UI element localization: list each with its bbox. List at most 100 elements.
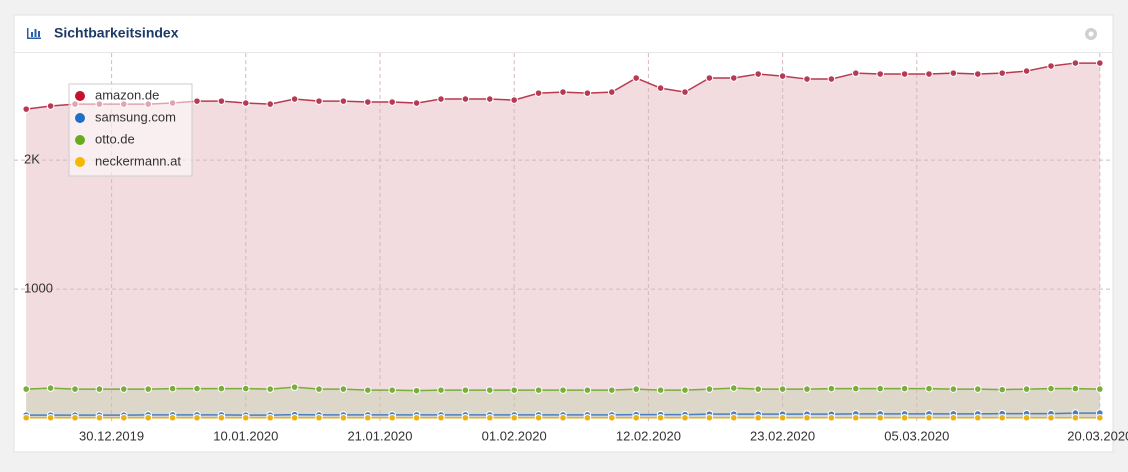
data-point <box>559 88 567 96</box>
data-point <box>632 413 641 422</box>
header-title: Sichtbarkeitsindex <box>54 25 179 41</box>
data-point <box>266 385 275 393</box>
data-point <box>583 413 592 422</box>
x-tick-label: 20.03.2020 <box>1067 428 1128 443</box>
data-point <box>388 386 397 394</box>
data-point <box>632 385 641 393</box>
legend-box <box>68 83 193 177</box>
data-point <box>900 384 909 393</box>
data-point <box>656 386 665 394</box>
data-point <box>827 75 836 83</box>
data-point <box>144 413 152 422</box>
data-point <box>22 413 31 422</box>
data-point <box>998 413 1007 422</box>
data-point <box>559 413 567 422</box>
data-point <box>583 89 592 97</box>
data-point <box>876 384 885 393</box>
data-point <box>827 413 836 422</box>
data-point <box>974 413 982 422</box>
data-point <box>1096 385 1104 393</box>
data-point <box>583 386 592 394</box>
data-point <box>730 413 738 422</box>
data-point <box>1047 62 1055 70</box>
data-point <box>364 413 372 422</box>
data-point <box>461 386 470 394</box>
data-point <box>486 413 494 422</box>
data-point <box>315 97 323 105</box>
data-point <box>876 413 885 422</box>
data-point <box>656 84 665 92</box>
data-point <box>120 413 128 422</box>
data-point <box>1071 59 1080 67</box>
data-point <box>364 386 372 394</box>
data-point <box>681 386 689 394</box>
data-point <box>95 413 104 422</box>
data-point <box>949 413 958 422</box>
data-point <box>1022 67 1031 75</box>
data-point <box>730 384 738 392</box>
data-point <box>1071 413 1080 422</box>
legend-label: amazon.de <box>95 87 159 102</box>
data-point <box>315 385 323 393</box>
data-point <box>608 88 616 96</box>
data-point <box>242 99 250 107</box>
data-point <box>290 383 299 391</box>
legend-swatch <box>75 157 85 167</box>
header-icon <box>27 28 41 39</box>
data-point <box>217 413 226 422</box>
data-point <box>339 413 348 422</box>
data-point <box>290 95 299 103</box>
data-point <box>339 385 348 393</box>
data-point <box>900 413 909 422</box>
data-point <box>461 95 470 103</box>
data-point <box>46 102 55 110</box>
data-point <box>925 70 933 78</box>
data-point <box>364 98 372 106</box>
data-point <box>1047 384 1055 393</box>
data-point <box>290 413 299 422</box>
data-point <box>1022 385 1031 393</box>
data-point <box>803 413 811 422</box>
data-point <box>559 386 567 394</box>
data-point <box>193 413 201 422</box>
data-point <box>925 413 933 422</box>
data-point <box>71 413 79 422</box>
data-point <box>71 385 79 393</box>
data-point <box>388 98 397 106</box>
data-point <box>632 74 641 82</box>
legend-swatch <box>75 135 85 145</box>
x-tick-label: 12.02.2020 <box>616 428 681 443</box>
legend-swatch <box>75 91 85 101</box>
data-point <box>852 69 860 77</box>
settings-icon[interactable] <box>1085 28 1097 40</box>
data-point <box>486 386 494 394</box>
data-point <box>1096 413 1104 422</box>
data-point <box>120 385 128 393</box>
y-tick-label: 2K <box>24 152 40 167</box>
data-point <box>778 72 787 80</box>
data-point <box>876 70 885 78</box>
data-point <box>705 385 714 393</box>
data-point <box>949 69 958 77</box>
legend-swatch <box>75 113 85 123</box>
data-point <box>608 386 616 394</box>
data-point <box>803 385 811 393</box>
x-tick-label: 10.01.2020 <box>213 428 278 443</box>
data-point <box>315 413 323 422</box>
x-tick-label: 21.01.2020 <box>347 428 412 443</box>
data-point <box>730 74 738 82</box>
x-tick-label: 30.12.2019 <box>79 428 144 443</box>
data-point <box>193 97 201 105</box>
data-point <box>974 385 982 393</box>
data-point <box>46 384 55 392</box>
data-point <box>388 413 397 422</box>
x-tick-label: 23.02.2020 <box>750 428 815 443</box>
data-point <box>754 385 763 393</box>
legend-label: samsung.com <box>95 109 176 124</box>
legend-label: neckermann.at <box>95 153 181 168</box>
data-point <box>266 100 275 108</box>
data-point <box>217 97 226 105</box>
data-point <box>437 95 445 103</box>
data-point <box>778 385 787 393</box>
